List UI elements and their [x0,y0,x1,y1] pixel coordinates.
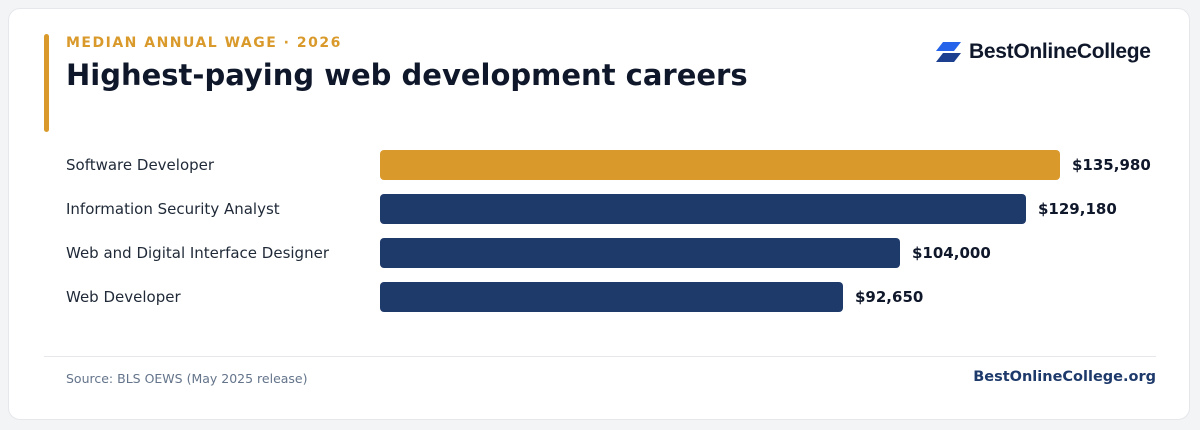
category-label: Web Developer [66,288,181,306]
category-label: Information Security Analyst [66,200,280,218]
bar [380,194,1026,224]
site-link[interactable]: BestOnlineCollege.org [973,369,1156,385]
source-note: Source: BLS OEWS (May 2025 release) [66,371,308,386]
bar [380,238,900,268]
value-label: $135,980 [1072,156,1151,174]
title-accent-bar [44,34,49,132]
value-label: $129,180 [1038,200,1117,218]
brand-name: BestOnlineCollege [969,40,1151,63]
value-label: $92,650 [855,288,923,306]
chart-eyebrow: MEDIAN ANNUAL WAGE · 2026 [66,35,342,51]
bar [380,150,1060,180]
footer-divider [44,356,1156,357]
stacked-parallelogram-logo-icon [936,42,961,62]
category-label: Web and Digital Interface Designer [66,244,330,262]
value-label: $104,000 [912,244,991,262]
chart-title: Highest-paying web development careers [66,58,748,92]
category-label: Software Developer [66,156,215,174]
bar [380,282,843,312]
brand-logo[interactable]: BestOnlineCollege [936,40,1151,64]
